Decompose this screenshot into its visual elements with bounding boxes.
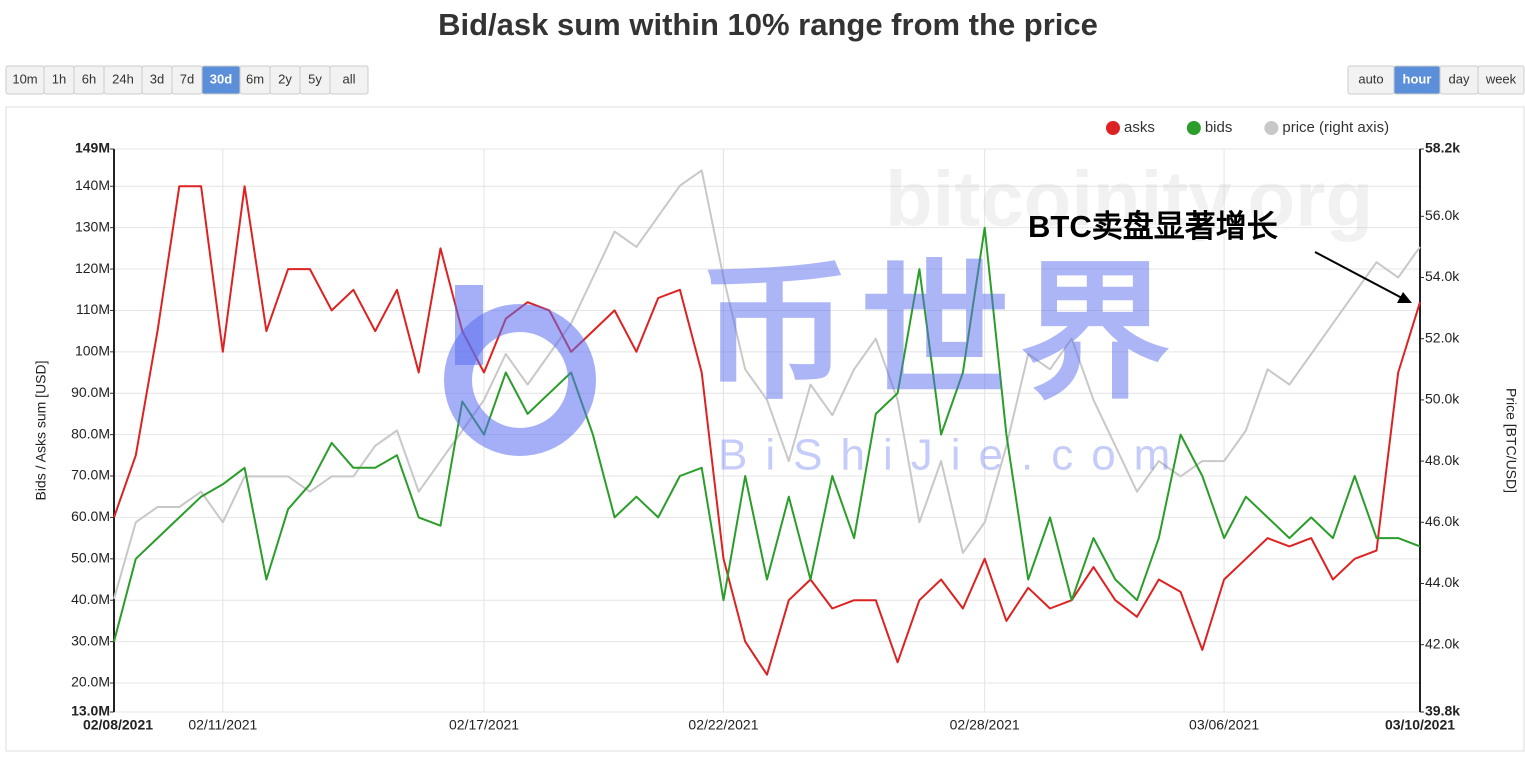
x-tick-label: 03/06/2021 <box>1189 717 1259 733</box>
series-line <box>113 185 1421 676</box>
annotation: BTC卖盘显著增长 <box>1028 209 1278 244</box>
watermark-logo <box>455 285 483 365</box>
y2-tick-label: 39.8k <box>1425 703 1460 719</box>
button-label[interactable]: all <box>342 71 355 86</box>
y-tick-label: 60.0M <box>71 508 110 524</box>
y-tick-label: 40.0M <box>71 591 110 607</box>
button-label[interactable]: 1h <box>52 71 66 86</box>
chart-title: Bid/ask sum within 10% range from the pr… <box>438 7 1098 42</box>
y-tick-label: 149M <box>75 140 110 156</box>
legend-marker[interactable] <box>1186 121 1201 135</box>
y2-tick-label: 48.0k <box>1425 452 1460 468</box>
x-tick-label: 02/17/2021 <box>449 717 519 733</box>
button-label[interactable]: 6h <box>82 71 96 86</box>
y-tick-label: 20.0M <box>71 674 110 690</box>
button-label[interactable]: 2y <box>278 71 292 86</box>
y-tick-label: 80.0M <box>71 425 110 441</box>
y-tick-label: 100M <box>75 343 110 359</box>
y2-tick-label: 56.0k <box>1425 207 1460 223</box>
button[interactable] <box>329 65 369 95</box>
button-label[interactable]: hour <box>1403 71 1432 86</box>
x-tick-label: 03/10/2021 <box>1385 717 1455 733</box>
y2-tick-label: 54.0k <box>1425 268 1460 284</box>
y-tick-label: 50.0M <box>71 550 110 566</box>
y2-tick-label: 58.2k <box>1425 140 1460 156</box>
legend-label[interactable]: bids <box>1205 119 1233 136</box>
button-label[interactable]: 3d <box>150 71 164 86</box>
button-label[interactable]: week <box>1485 71 1517 86</box>
watermark: 币世界 <box>700 249 1180 417</box>
button-label[interactable]: auto <box>1358 71 1383 86</box>
y-tick-label: 120M <box>75 260 110 276</box>
button-label[interactable]: 24h <box>112 71 134 86</box>
y-tick-label: 130M <box>75 218 110 234</box>
button-label[interactable]: 5y <box>308 71 322 86</box>
y2-tick-label: 46.0k <box>1425 513 1460 529</box>
y2-tick-label: 42.0k <box>1425 635 1460 651</box>
y-tick-label: 140M <box>75 177 110 193</box>
button-label[interactable]: 30d <box>210 71 232 86</box>
watermark: BiShiJie.com <box>718 431 1188 480</box>
x-tick-label: 02/11/2021 <box>188 717 257 733</box>
button-label[interactable]: 10m <box>12 71 37 86</box>
annotation-arrowhead <box>1397 292 1412 303</box>
legend-marker[interactable] <box>1106 121 1120 135</box>
y-tick-label: 90.0M <box>71 384 110 400</box>
x-tick-label: 02/28/2021 <box>950 717 1020 733</box>
legend-label[interactable]: asks <box>1124 119 1155 136</box>
legend-label[interactable]: price (right axis) <box>1282 119 1389 136</box>
y2-axis-label: Price [BTC/USD] <box>1503 388 1519 493</box>
x-tick-label: 02/08/2021 <box>83 717 153 733</box>
y-axis-label: Bids / Asks sum [USD] <box>33 360 49 500</box>
y-tick-label: 70.0M <box>71 467 110 483</box>
y-tick-label: 13.0M <box>71 703 110 719</box>
button-label[interactable]: day <box>1449 71 1470 86</box>
y-tick-label: 30.0M <box>71 632 110 648</box>
watermark-logo <box>444 304 596 456</box>
annotation-arrow <box>1314 251 1403 299</box>
y2-tick-label: 50.0k <box>1425 391 1460 407</box>
y2-tick-label: 44.0k <box>1425 574 1460 590</box>
button-label[interactable]: 7d <box>180 71 194 86</box>
x-tick-label: 02/22/2021 <box>688 717 758 733</box>
chart-frame <box>5 106 1525 752</box>
watermark: bitcoinity.org <box>885 155 1373 243</box>
button[interactable] <box>1477 65 1525 95</box>
legend-marker[interactable] <box>1264 121 1279 135</box>
series-line <box>113 169 1421 600</box>
button-label[interactable]: 6m <box>246 71 264 86</box>
y-tick-label: 110M <box>76 301 110 317</box>
series-line <box>113 226 1421 642</box>
y2-tick-label: 52.0k <box>1425 329 1460 345</box>
